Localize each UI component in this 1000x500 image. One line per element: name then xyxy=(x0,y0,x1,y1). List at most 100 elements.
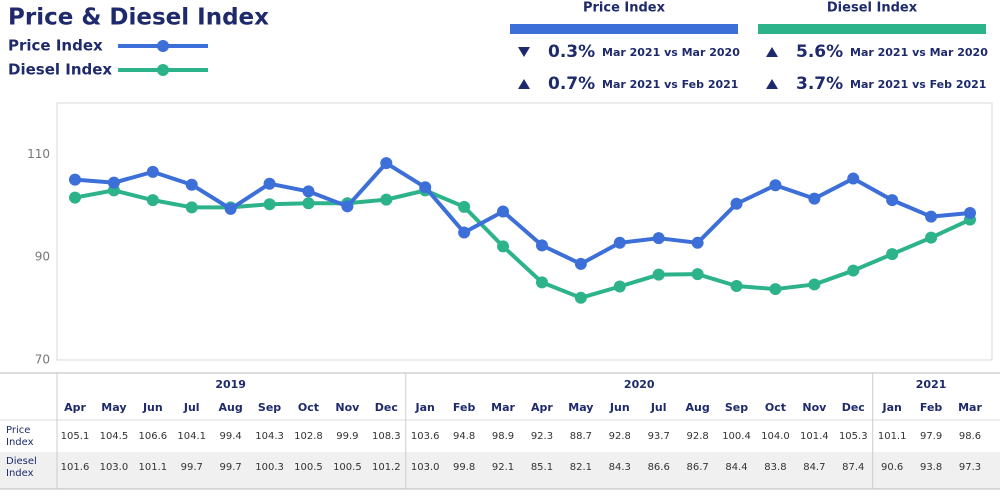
series-line xyxy=(74,188,971,300)
table-cell: 87.4 xyxy=(842,462,864,473)
point xyxy=(613,236,626,249)
kpi-arrow xyxy=(518,79,530,89)
point xyxy=(730,279,743,292)
month-label: Dec xyxy=(375,401,398,414)
point xyxy=(574,257,587,270)
month-label: Sep xyxy=(258,401,281,414)
month-label: Apr xyxy=(531,401,553,414)
point xyxy=(652,268,665,281)
kpi-arrow xyxy=(518,47,530,57)
year-label: 2019 xyxy=(215,378,246,391)
point xyxy=(302,197,315,210)
point xyxy=(808,192,821,205)
table-cell: 92.1 xyxy=(492,462,514,473)
kpi-arrow xyxy=(766,47,778,57)
table-cell: 100.4 xyxy=(722,431,751,442)
point xyxy=(146,194,159,207)
table-cell: 98.6 xyxy=(959,431,981,442)
point xyxy=(419,181,432,194)
table-cell: 84.4 xyxy=(725,462,747,473)
point xyxy=(769,179,782,192)
legend-marker xyxy=(157,64,169,76)
month-label: Aug xyxy=(685,401,709,414)
table-cell: 99.8 xyxy=(453,462,475,473)
table-cell: 100.3 xyxy=(255,462,284,473)
month-label: Oct xyxy=(765,401,786,414)
legend-marker xyxy=(157,40,169,52)
point xyxy=(224,202,237,215)
table-cell: 102.8 xyxy=(294,431,323,442)
table-cell: 84.3 xyxy=(609,462,631,473)
row-shade xyxy=(0,452,1000,489)
month-label: May xyxy=(568,401,593,414)
table-cell: 92.3 xyxy=(531,431,553,442)
month-label: Feb xyxy=(920,401,943,414)
table-cell: 83.8 xyxy=(764,462,786,473)
month-label: Sep xyxy=(725,401,748,414)
point xyxy=(769,283,782,296)
table-cell: 103.6 xyxy=(411,431,440,442)
point xyxy=(263,177,276,190)
table-cell: 90.6 xyxy=(881,462,903,473)
kpi-arrow xyxy=(766,79,778,89)
point xyxy=(691,236,704,249)
point xyxy=(380,193,393,206)
point xyxy=(886,248,899,261)
table-cell: 92.8 xyxy=(686,431,708,442)
point xyxy=(652,232,665,245)
month-label: Dec xyxy=(842,401,865,414)
month-label: Oct xyxy=(298,401,319,414)
point xyxy=(886,194,899,207)
point xyxy=(964,206,976,219)
point xyxy=(497,240,510,253)
point xyxy=(535,239,548,252)
table-cell: 93.8 xyxy=(920,462,942,473)
point xyxy=(535,276,548,289)
table-cell: 105.3 xyxy=(839,431,868,442)
legend-label: Diesel Index xyxy=(8,61,112,79)
point xyxy=(69,173,81,186)
month-label: Feb xyxy=(453,401,476,414)
table-cell: 104.3 xyxy=(255,431,284,442)
table-cell: 101.2 xyxy=(372,462,401,473)
table-cell: 99.9 xyxy=(336,431,358,442)
table-cell: 85.1 xyxy=(531,462,553,473)
kpi-change: 5.6% xyxy=(796,42,843,62)
table-cell: 103.0 xyxy=(100,462,129,473)
kpi-period: Mar 2021 vs Mar 2020 xyxy=(850,46,988,59)
table-cell: 99.4 xyxy=(220,431,242,442)
table-cell: 99.7 xyxy=(220,462,242,473)
point xyxy=(691,268,704,281)
table-cell: 104.5 xyxy=(100,431,129,442)
kpi-period: Mar 2021 vs Feb 2021 xyxy=(850,78,986,91)
table-cell: 106.6 xyxy=(139,431,168,442)
table-cell: 92.8 xyxy=(609,431,631,442)
point xyxy=(574,291,587,304)
month-label: Jul xyxy=(183,401,200,414)
point xyxy=(302,185,315,198)
table-cell: 105.1 xyxy=(61,431,90,442)
table-cell: 108.3 xyxy=(372,431,401,442)
table-cell: 97.9 xyxy=(920,431,942,442)
y-tick-label: 70 xyxy=(35,353,50,367)
table-cell: 84.7 xyxy=(803,462,825,473)
row-header: Diesel Index xyxy=(6,456,37,479)
kpi-change: 0.7% xyxy=(548,74,595,94)
point xyxy=(146,165,159,178)
legend-label: Price Index xyxy=(8,37,103,55)
table-cell: 82.1 xyxy=(570,462,592,473)
month-label: Jun xyxy=(142,401,163,414)
month-label: May xyxy=(101,401,126,414)
table-cell: 97.3 xyxy=(959,462,981,473)
point xyxy=(613,280,626,293)
point xyxy=(925,210,938,223)
month-label: Nov xyxy=(335,401,360,414)
y-tick-label: 110 xyxy=(27,147,50,161)
point xyxy=(847,264,860,277)
point xyxy=(185,178,198,191)
table-cell: 99.7 xyxy=(181,462,203,473)
table-cell: 94.8 xyxy=(453,431,475,442)
kpi-bar xyxy=(758,24,986,34)
month-label: Aug xyxy=(219,401,243,414)
